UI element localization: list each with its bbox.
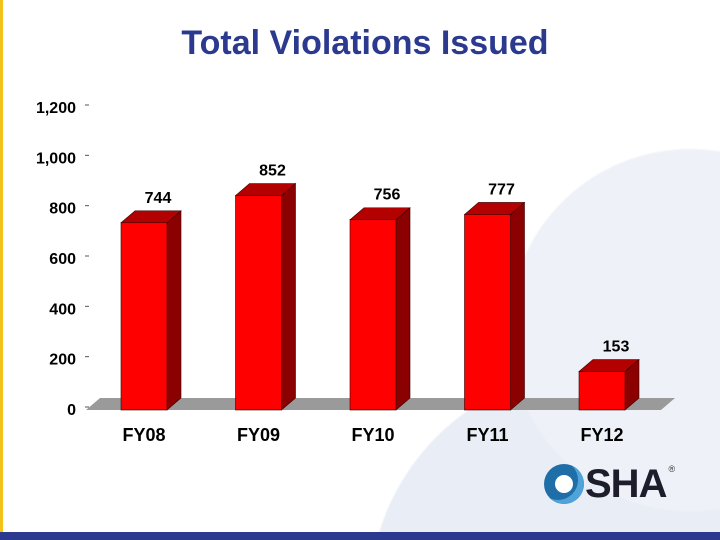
data-label: 756 [374,187,401,204]
registered-mark: ® [668,464,676,474]
data-label: 852 [259,163,286,180]
bar-fy08 [120,210,182,411]
bar-front [578,371,626,411]
bar-side [510,201,525,411]
logo-wordmark: SHA [585,462,667,506]
y-tick-label: 200 [49,352,76,369]
y-tick-label: 0 [67,402,76,419]
bar-front [120,222,168,411]
y-tick-label: 1,200 [36,100,76,117]
y-tick-label: 1,000 [36,150,76,167]
bottom-accent-rule [0,532,720,540]
chart-title: Total Violations Issued [181,24,549,62]
bar-front [235,195,282,411]
x-tick-label: FY08 [122,425,165,445]
bar-fy10 [349,207,411,411]
globe-icon [544,464,584,504]
x-tick-label: FY11 [466,425,508,445]
data-label: 777 [488,181,515,198]
x-tick-label: FY09 [237,425,280,445]
x-tick-label: FY12 [580,425,623,445]
data-label: 744 [145,190,172,207]
bar-side [281,182,296,411]
y-tick-label: 600 [49,251,76,268]
left-accent-rule [0,0,3,532]
bar-side [395,207,411,411]
bar-fy11 [463,201,526,411]
y-tick-label: 800 [49,201,76,218]
data-label: 153 [603,338,630,355]
osha-logo: SHA ® [544,462,675,506]
bar-front [464,214,511,411]
x-tick-label: FY10 [351,425,394,445]
y-tick-label: 400 [49,301,76,318]
bar-fy09 [234,182,297,411]
bar-fy12 [578,358,640,411]
bar-side [166,210,182,411]
bar-front [349,219,397,411]
